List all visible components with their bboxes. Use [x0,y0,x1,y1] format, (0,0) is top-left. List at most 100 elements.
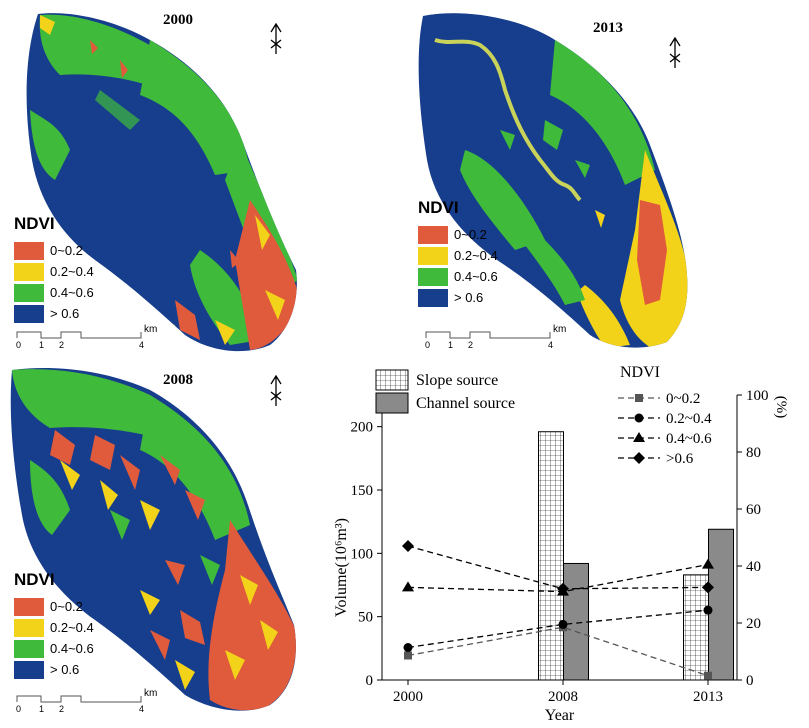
scale-tick: 0 [425,340,431,350]
x-tick-label: 2000 [393,689,423,705]
ndvi-point [704,671,712,680]
scale-tick: 2 [59,704,65,714]
ndvi-point [557,582,569,595]
ndvi-point [702,558,714,569]
bar-channel-source [708,528,734,681]
legend-item: 0.2~0.4 [418,245,498,266]
legend-swatch [14,660,44,679]
watershed-map-2013 [418,13,688,348]
legend-label: 0.4~0.6 [454,269,498,284]
ndvi-series-line [407,609,709,649]
line-legend-label: 0.4~0.6 [666,431,712,447]
ndvi-point [403,643,413,653]
legend-item: > 0.6 [14,659,94,680]
scale-tick: 1 [39,340,45,350]
legend-swatch [14,597,44,616]
y-tick-label: 150 [351,483,374,499]
bar-slope-source [683,574,709,681]
ndvi-legend: NDVI 0~0.2 0.2~0.4 0.4~0.6 > 0.6 [14,570,94,680]
y-tick-label: 200 [351,420,374,436]
ndvi-point [703,605,713,615]
ndvi-legend: NDVI 0~0.2 0.2~0.4 0.4~0.6 > 0.6 [14,214,94,324]
scale-tick: 4 [139,704,145,714]
line-legend-marker [633,432,645,442]
bar-slope-source [538,431,564,681]
legend-item: 0.4~0.6 [14,282,94,303]
scale-tick: 0 [16,340,22,350]
ndvi-series-line [407,626,709,677]
line-legend-marker [635,394,643,402]
line-legend-title: NDVI [620,364,660,381]
legend-item: 0.2~0.4 [14,261,94,282]
y2-tick-label: 0 [746,673,754,689]
scale-unit: km [144,324,158,335]
y2-axis-label: (%) [773,396,789,419]
bar-legend-label: Channel source [416,395,515,412]
legend-item: 0~0.2 [14,596,94,617]
scale-tick: 0 [16,704,22,714]
scale-bar: 0 1 2 4 km [16,324,166,350]
legend-label: 0~0.2 [50,243,83,258]
legend-label: 0.2~0.4 [50,620,94,635]
scale-bar-line [16,331,142,339]
watershed-map-2008 [10,368,296,711]
bar-legend-label: Slope source [416,372,498,389]
legend-swatch [14,283,44,302]
legend-label: 0.2~0.4 [50,264,94,279]
scale-bar-line [425,331,551,339]
map-year-title: 2000 [163,12,193,28]
y2-tick-label: 60 [746,502,761,518]
legend-title: NDVI [14,570,55,589]
ndvi-legend: NDVI 0~0.2 0.2~0.4 0.4~0.6 > 0.6 [418,198,498,308]
scale-tick: 4 [139,340,145,350]
line-legend-marker [634,413,644,423]
legend-swatch [14,241,44,260]
scale-unit: km [553,324,567,335]
line-legend-label: 0.2~0.4 [666,411,712,427]
map-year-title: 2013 [593,20,623,36]
legend-label: > 0.6 [50,306,80,321]
y-tick-label: 100 [351,546,374,562]
legend-title: NDVI [14,214,55,233]
scale-tick: 2 [468,340,474,350]
ndvi-point [402,540,414,553]
legend-label: > 0.6 [50,662,80,677]
ndvi-point [402,581,414,592]
legend-label: 0~0.2 [454,227,487,242]
x-tick-label: 2013 [693,689,723,705]
legend-label: 0.4~0.6 [50,641,94,656]
legend-swatch-channel-source [375,392,409,414]
legend-item: 0.2~0.4 [14,617,94,638]
legend-swatch [14,639,44,658]
legend-item: > 0.6 [14,303,94,324]
x-tick-label: 2008 [548,689,578,705]
legend-swatch [14,304,44,323]
y-axis-label: Volume(10⁶m³) [333,518,350,617]
legend-label: 0.2~0.4 [454,248,498,263]
legend-swatch [418,225,448,244]
legend-swatch [418,288,448,307]
scale-tick: 1 [39,704,45,714]
legend-swatch [418,246,448,265]
legend-label: 0~0.2 [50,599,83,614]
legend-item: 0.4~0.6 [14,638,94,659]
y2-tick-label: 40 [746,559,761,575]
legend-item: 0~0.2 [14,240,94,261]
y2-tick-label: 20 [746,616,761,632]
legend-swatch [14,262,44,281]
legend-swatch [418,267,448,286]
y2-tick-label: 80 [746,445,761,461]
scale-tick: 1 [448,340,454,350]
map-panel-2008: 2008 NDVI 0~0.2 0.2~0.4 0.4~0.6 > 0.6 0 … [0,360,320,728]
line-legend-label: >0.6 [666,451,694,467]
scale-tick: 4 [548,340,554,350]
scale-bar: 0 1 2 4 km [425,324,575,350]
ndvi-point [558,619,568,629]
legend-swatch [14,618,44,637]
y-tick-label: 0 [366,673,374,689]
north-arrow-icon [270,374,282,406]
legend-title: NDVI [418,198,459,217]
line-legend-marker [633,452,645,464]
y2-tick-label: 100 [746,388,769,404]
